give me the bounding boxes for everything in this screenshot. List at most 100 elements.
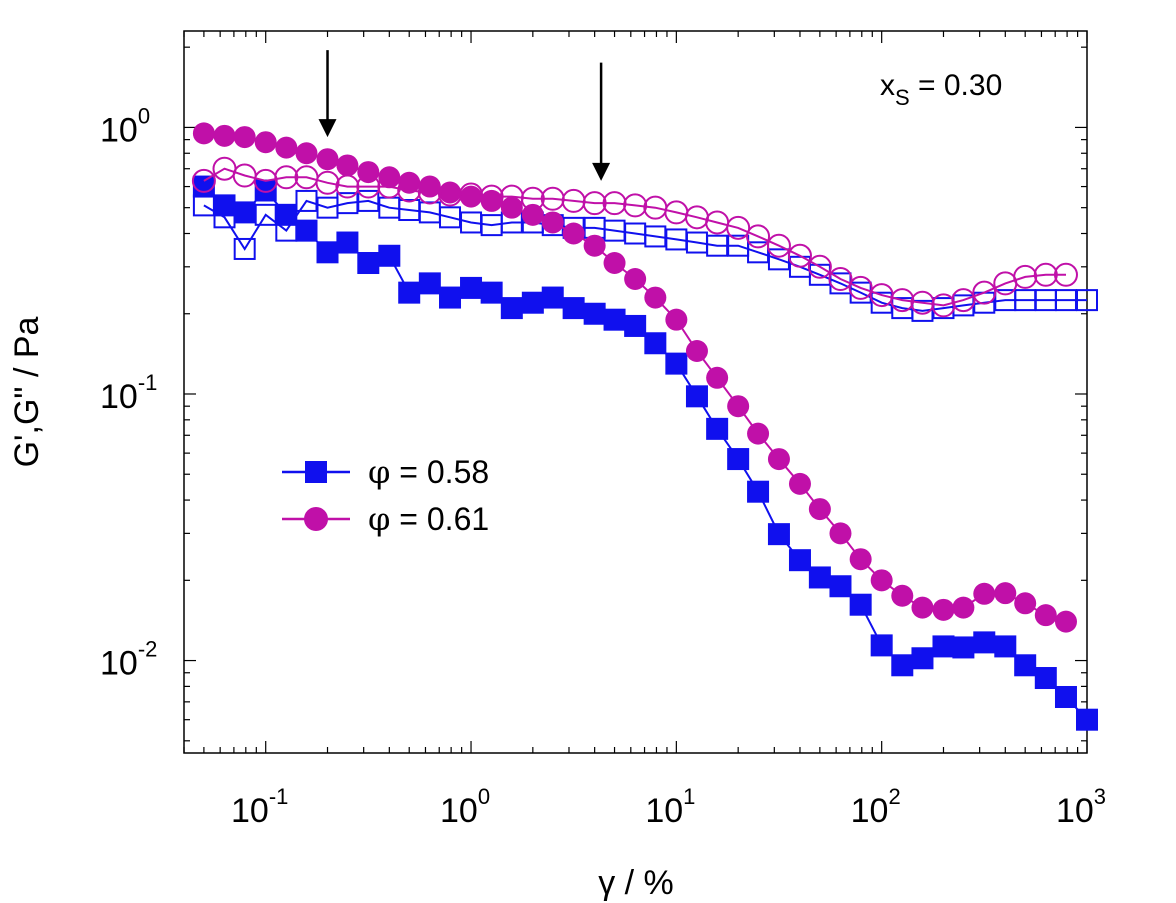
data-point — [316, 241, 339, 264]
legend-symbol-058: φ — [368, 453, 390, 491]
data-point — [788, 549, 811, 572]
data-point — [480, 281, 503, 304]
legend-label-061: φ = 0.61 — [368, 500, 489, 538]
data-point — [624, 314, 647, 337]
data-point — [460, 276, 483, 299]
data-point — [418, 272, 441, 295]
data-point — [191, 168, 216, 193]
data-point — [336, 231, 359, 254]
data-point — [644, 332, 667, 355]
data-point — [192, 175, 215, 198]
data-point — [316, 148, 339, 171]
data-point — [1054, 610, 1077, 633]
data-point — [439, 286, 462, 309]
data-point — [747, 480, 770, 503]
data-point — [378, 166, 401, 189]
data-point — [417, 180, 442, 205]
data-point — [644, 225, 667, 248]
data-point — [274, 165, 299, 190]
x-tick-label: 101 — [645, 784, 695, 830]
data-point — [828, 267, 853, 292]
data-point — [213, 206, 236, 229]
plot-frame — [183, 30, 1088, 754]
data-point — [398, 281, 421, 304]
data-point — [603, 308, 626, 331]
y-axis-title: G',G" / Pa — [8, 316, 46, 467]
data-point — [460, 185, 483, 208]
data-point — [746, 224, 771, 249]
data-point — [1033, 262, 1058, 287]
data-point — [973, 582, 996, 605]
data-point — [602, 191, 627, 216]
data-point — [952, 636, 975, 659]
data-point — [192, 194, 215, 217]
data-point — [849, 548, 872, 571]
data-point — [254, 203, 277, 226]
y-tick-label: 10-1 — [100, 370, 157, 416]
data-point — [891, 584, 914, 607]
arrows-layer — [318, 50, 611, 181]
arrow-head — [592, 162, 611, 181]
data-point — [603, 252, 626, 275]
data-point — [994, 635, 1017, 658]
data-point — [747, 422, 770, 445]
data-point — [932, 635, 955, 658]
data-point — [582, 191, 607, 216]
data-point — [623, 193, 648, 218]
data-point — [767, 523, 790, 546]
y-tick-label: 100 — [100, 103, 150, 149]
data-point — [1076, 289, 1098, 312]
data-point — [726, 215, 751, 240]
data-point — [377, 174, 402, 199]
data-point — [335, 174, 360, 199]
data-point — [213, 194, 236, 217]
data-point — [952, 596, 975, 619]
data-point — [766, 233, 791, 258]
data-point — [849, 593, 872, 616]
annotation-subscript: S — [895, 85, 910, 110]
series-line — [203, 167, 1066, 307]
data-point — [767, 448, 790, 471]
series-layer — [191, 122, 1098, 731]
data-point — [911, 647, 934, 670]
data-point — [233, 201, 256, 224]
series-3 — [191, 156, 1078, 318]
data-point — [973, 631, 996, 654]
data-point — [870, 569, 893, 592]
data-point — [295, 142, 318, 165]
data-point — [295, 219, 318, 242]
data-point — [624, 268, 647, 291]
data-point — [808, 566, 831, 589]
data-point — [727, 448, 750, 471]
legend-marker-061 — [304, 507, 328, 531]
data-point — [479, 184, 504, 209]
data-point — [1054, 289, 1077, 312]
axis-ticks — [183, 31, 1088, 753]
data-point — [583, 302, 606, 325]
data-point — [932, 598, 955, 621]
data-point — [685, 339, 708, 362]
data-point — [357, 189, 380, 212]
data-point — [972, 280, 997, 305]
data-point — [275, 219, 298, 242]
data-point — [829, 575, 852, 598]
series-2 — [192, 122, 1077, 633]
x-tick-label: 100 — [440, 784, 490, 830]
data-point — [439, 181, 462, 204]
x-tick-label: 10-1 — [231, 784, 288, 830]
data-point — [891, 654, 914, 677]
data-point — [727, 395, 750, 418]
data-point — [295, 189, 318, 212]
x-tick-label: 103 — [1056, 784, 1106, 830]
series-0 — [192, 175, 1098, 731]
data-point — [357, 252, 380, 275]
data-point — [1034, 604, 1057, 627]
data-point — [706, 234, 729, 257]
data-point — [1034, 667, 1057, 690]
data-point — [829, 522, 852, 545]
data-point — [233, 126, 256, 149]
data-point — [706, 417, 729, 440]
data-point — [911, 299, 934, 322]
data-point — [562, 297, 585, 320]
